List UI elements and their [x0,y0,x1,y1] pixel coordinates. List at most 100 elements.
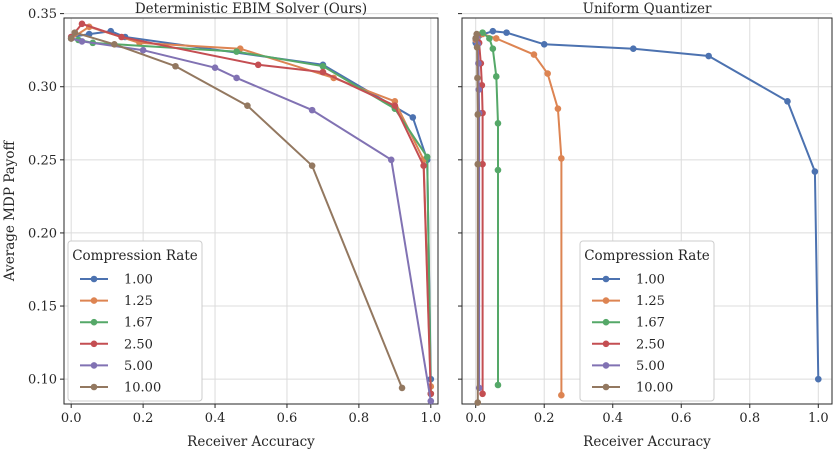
x-tick-label: 0.6 [277,411,298,426]
series-10-00 [472,30,482,406]
data-point [398,384,406,392]
x-tick-label: 0.4 [205,411,226,426]
y-tick-label: 0.35 [28,7,57,22]
legend-marker [90,275,98,283]
legend: Compression Rate 1.00 1.25 1.67 2.50 5.00 10.0… [67,240,203,402]
y-tick-label: 0.25 [28,153,57,168]
legend: Compression Rate 1.00 1.25 1.67 2.50 5.00 10.0… [579,240,715,402]
plot-frame [461,17,833,405]
x-tick-label: 0.0 [465,411,486,426]
data-point [319,68,327,76]
legend-marker [90,362,98,369]
data-point [489,27,497,35]
data-point [233,48,240,55]
data-point [554,105,562,112]
x-tick-label: 0.2 [133,411,154,426]
legend-title: Compression Rate [72,248,198,264]
x-tick-label: 1.0 [808,411,829,426]
legend-marker [602,383,610,391]
x-tick-label: 0.4 [602,411,623,426]
data-point [427,397,435,405]
y-tick-label: 0.30 [28,80,57,95]
legend-entry-label: 1.25 [124,294,153,309]
legend-entry-label: 1.67 [636,316,665,331]
legend-marker [602,340,610,348]
data-point [814,375,822,383]
data-point [479,390,486,398]
x-tick-label: 1.0 [420,411,441,426]
y-tick-label: 0.15 [28,300,57,315]
legend-marker [90,340,98,348]
legend-frame [67,240,203,402]
data-point [139,46,147,54]
chart-panel-2: 0.0 0.2 0.4 0.6 0.8 1.0 Uniform Quantizer Recei… [458,1,833,450]
data-point [111,41,118,48]
data-point [503,29,510,36]
legend-marker [90,297,98,304]
data-point [319,62,327,70]
legend-entry-label: 10.00 [636,381,673,396]
legend-entry-label: 5.00 [124,359,153,374]
y-tick-label: 0.20 [28,226,57,241]
x-tick-label: 0.8 [739,411,760,426]
data-point [486,35,493,42]
data-point [784,98,791,105]
data-point [530,51,538,58]
legend-entry-label: 1.00 [124,273,153,288]
data-point [629,45,637,53]
data-point [558,155,565,162]
data-point [474,160,482,168]
x-axis-label: Receiver Accuracy [187,434,315,450]
data-point [420,162,427,169]
chart-panel-1: 0.0 0.2 0.4 0.6 0.8 1.0 0.10 0.15 0.20 0.25 0.30 0.… [2,1,441,450]
data-point [211,64,219,72]
legend-entry-label: 2.50 [636,337,665,352]
data-point [479,29,486,36]
y-tick-label: 0.10 [28,373,57,388]
data-point [540,41,548,48]
series-line [70,37,432,402]
data-point [254,61,262,69]
data-point [172,62,179,70]
data-point [474,111,482,118]
data-point [489,45,497,53]
data-point [705,52,712,60]
x-tick-label: 0.0 [61,411,82,426]
legend-marker [90,318,98,326]
chart-title: Uniform Quantizer [583,1,712,17]
legend-entry-label: 1.67 [124,316,153,331]
data-point [811,168,819,175]
legend-marker [90,383,98,391]
legend-entry-label: 1.25 [636,294,665,309]
legend-entry-label: 2.50 [124,337,153,352]
legend-marker [602,275,610,283]
data-point [423,153,431,161]
legend-title: Compression Rate [584,248,710,264]
series-10-00 [67,29,406,392]
legend-entry-label: 1.00 [636,273,665,288]
data-point [494,119,502,127]
data-point [308,106,316,114]
series-line [70,22,432,394]
data-point [308,162,316,169]
data-point [78,38,86,45]
data-point [409,114,417,121]
legend-entry-label: 10.00 [124,381,161,396]
data-point [494,381,502,389]
data-point [391,102,399,110]
data-point [494,166,502,174]
legend-marker [602,362,610,369]
data-point [387,156,395,164]
data-point [473,30,481,38]
y-axis-label: Average MDP Payoff [2,140,18,283]
data-point [67,35,75,42]
data-point [492,35,500,42]
data-point [544,70,551,77]
data-point [233,74,240,82]
legend-frame [579,240,715,402]
chart-title: Deterministic EBIM Solver (Ours) [135,1,367,17]
data-point [71,29,79,36]
data-point [244,102,251,110]
x-tick-label: 0.8 [349,411,370,426]
